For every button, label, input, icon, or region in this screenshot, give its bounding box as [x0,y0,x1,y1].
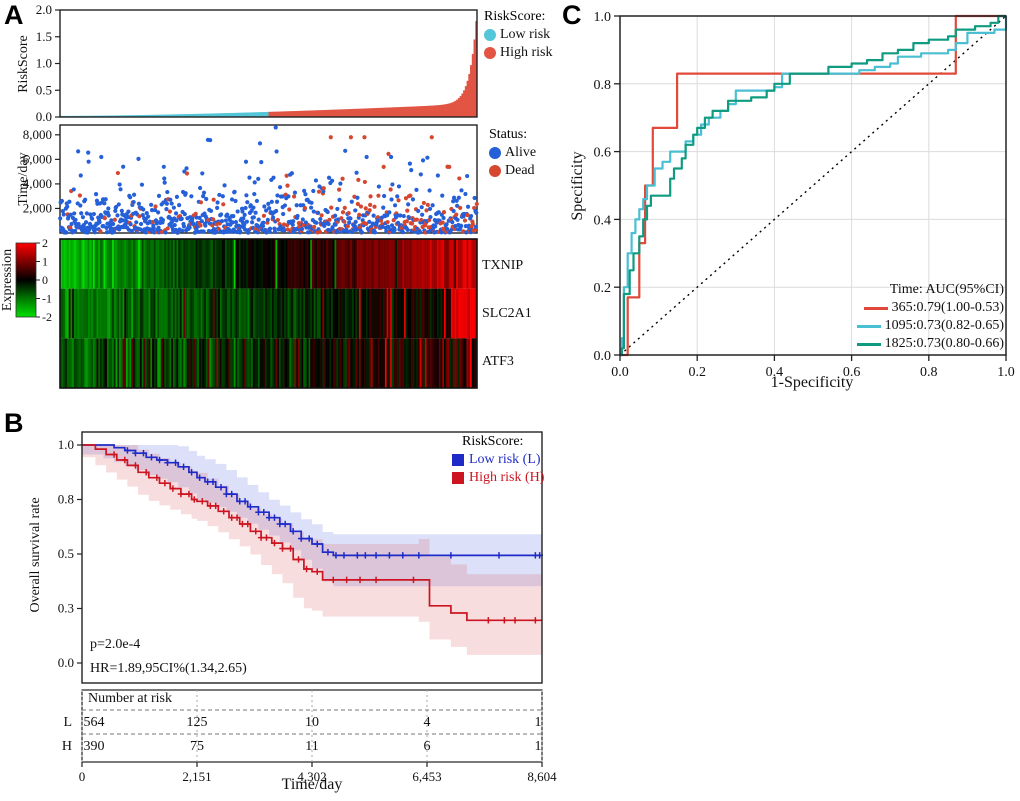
svg-text:6,453: 6,453 [412,769,441,784]
gene-label-atf3: ATF3 [482,354,514,369]
km-low-risk-label: Low risk (L) [469,452,541,467]
status-legend: Status: Alive Dead [489,126,536,180]
riskscore-y-axis-title: RiskScore [16,35,31,93]
riskscore-legend: RiskScore: Low risk High risk [484,8,553,62]
svg-text:-1: -1 [42,292,52,306]
svg-text:10: 10 [305,715,319,730]
low-risk-dot-icon [484,29,496,41]
alive-dot-icon [489,147,501,159]
svg-text:0.4: 0.4 [766,365,784,380]
svg-text:0.2: 0.2 [688,365,706,380]
svg-text:2.0: 2.0 [36,2,52,17]
svg-text:75: 75 [190,739,204,754]
roc-1095-label: 1095:0.73(0.82-0.65) [884,318,1004,333]
overall-survival-y-axis-title: Overall survival rate [28,497,43,613]
km-x-axis-title: Time/day [281,776,343,793]
svg-text:1: 1 [535,739,542,754]
svg-text:0: 0 [42,273,48,287]
svg-text:564: 564 [84,715,105,730]
roc-365-label: 365:0.79(1.00-0.53) [891,300,1004,315]
svg-text:8,604: 8,604 [527,769,557,784]
svg-text:1.0: 1.0 [58,437,74,452]
svg-text:1.0: 1.0 [36,56,52,71]
high-risk-dot-icon [484,47,496,59]
panel-b-label: B [4,408,24,438]
svg-text:0.5: 0.5 [36,82,52,97]
svg-text:125: 125 [187,715,208,730]
svg-text:4: 4 [424,715,431,730]
svg-text:6: 6 [424,739,431,754]
svg-text:11: 11 [305,739,318,754]
roc-365-line-icon [863,306,888,310]
dead-dot-icon [489,165,501,177]
svg-text:0.6: 0.6 [594,146,612,161]
specificity-y-axis-title: Specificity [569,151,586,221]
svg-text:6,000: 6,000 [23,151,52,166]
svg-text:4,000: 4,000 [23,176,52,191]
roc-1825-label: 1825:0.73(0.80-0.66) [884,336,1004,351]
km-high-risk-label: High risk (H) [469,470,545,485]
low-risk-label: Low risk [500,27,551,42]
km-legend: RiskScore: Low risk (L) High risk (H) [452,433,544,487]
panel-b-kaplan-meier-chart: 1.00.80.50.30.0L 564 125 10 4 1H 390 75 11 6 10 2,1… [58,431,557,784]
svg-text:0.0: 0.0 [594,349,612,364]
km-pvalue-annotation: p=2.0e-4 [90,637,141,652]
svg-text:2,151: 2,151 [182,769,211,784]
svg-text:1.5: 1.5 [36,29,52,44]
expression-colorbar-title: Expression [0,248,15,312]
svg-text:0: 0 [79,769,86,784]
gene-label-txnip: TXNIP [482,258,524,273]
svg-text:0.2: 0.2 [594,281,612,296]
high-risk-label: High risk [500,45,553,60]
km-low-risk-square-icon [452,454,464,466]
svg-text:0.6: 0.6 [843,365,861,380]
roc-1095-line-icon [856,324,881,328]
svg-text:0.5: 0.5 [58,546,74,561]
roc-legend-title: Time: AUC(95%CI) [889,282,1004,297]
roc-1825-line-icon [856,342,881,346]
number-at-risk-header: Number at risk [88,691,172,706]
km-high-risk-square-icon [452,472,464,484]
svg-text:0.4: 0.4 [594,213,612,228]
svg-text:0.3: 0.3 [58,601,74,616]
svg-text:0.0: 0.0 [611,365,629,380]
svg-text:1: 1 [535,715,542,730]
svg-text:0.0: 0.0 [36,109,52,124]
riskscore-legend-title: RiskScore: [484,9,546,24]
panel-c-roc-chart: 0.0 0.2 0.4 0.6 0.8 1.0 0.0 0.2 0.4 0.6 0.8 1.0 [594,10,1015,380]
svg-text:L: L [63,715,72,730]
svg-text:0.8: 0.8 [58,492,74,507]
svg-text:8,000: 8,000 [23,127,52,142]
svg-text:1: 1 [42,255,48,269]
svg-text:0.8: 0.8 [920,365,938,380]
svg-text:2: 2 [42,236,48,250]
svg-text:2,000: 2,000 [23,200,52,215]
km-legend-title: RiskScore: [462,434,524,449]
svg-text:1.0: 1.0 [594,10,612,25]
svg-text:-2: -2 [42,310,52,324]
svg-text:0.8: 0.8 [594,78,612,93]
dead-label: Dead [505,163,535,178]
roc-legend: Time: AUC(95%CI) 365:0.79(1.00-0.53) 109… [856,281,1004,353]
svg-text:1.0: 1.0 [997,365,1015,380]
timeday-y-axis-title: Time/day [16,152,31,206]
svg-text:4,302: 4,302 [297,769,326,784]
svg-text:0.0: 0.0 [58,655,74,670]
roc-x-axis-title: 1-Specificity [770,374,854,391]
panel-c-label: C [562,0,582,30]
gene-label-slc2a1: SLC2A1 [482,306,532,321]
alive-label: Alive [505,145,537,160]
svg-text:H: H [62,739,72,754]
status-legend-title: Status: [489,127,528,142]
km-hazard-ratio-annotation: HR=1.89,95CI%(1.34,2.65) [90,661,247,676]
panel-a-riskscore-status-heatmap-chart: 0.0 0.5 1.0 1.5 2.0 2,000 4,000 6,000 8,000 2 1 0 -1… [15,2,479,389]
svg-text:390: 390 [84,739,105,754]
panel-a-label: A [4,0,24,30]
